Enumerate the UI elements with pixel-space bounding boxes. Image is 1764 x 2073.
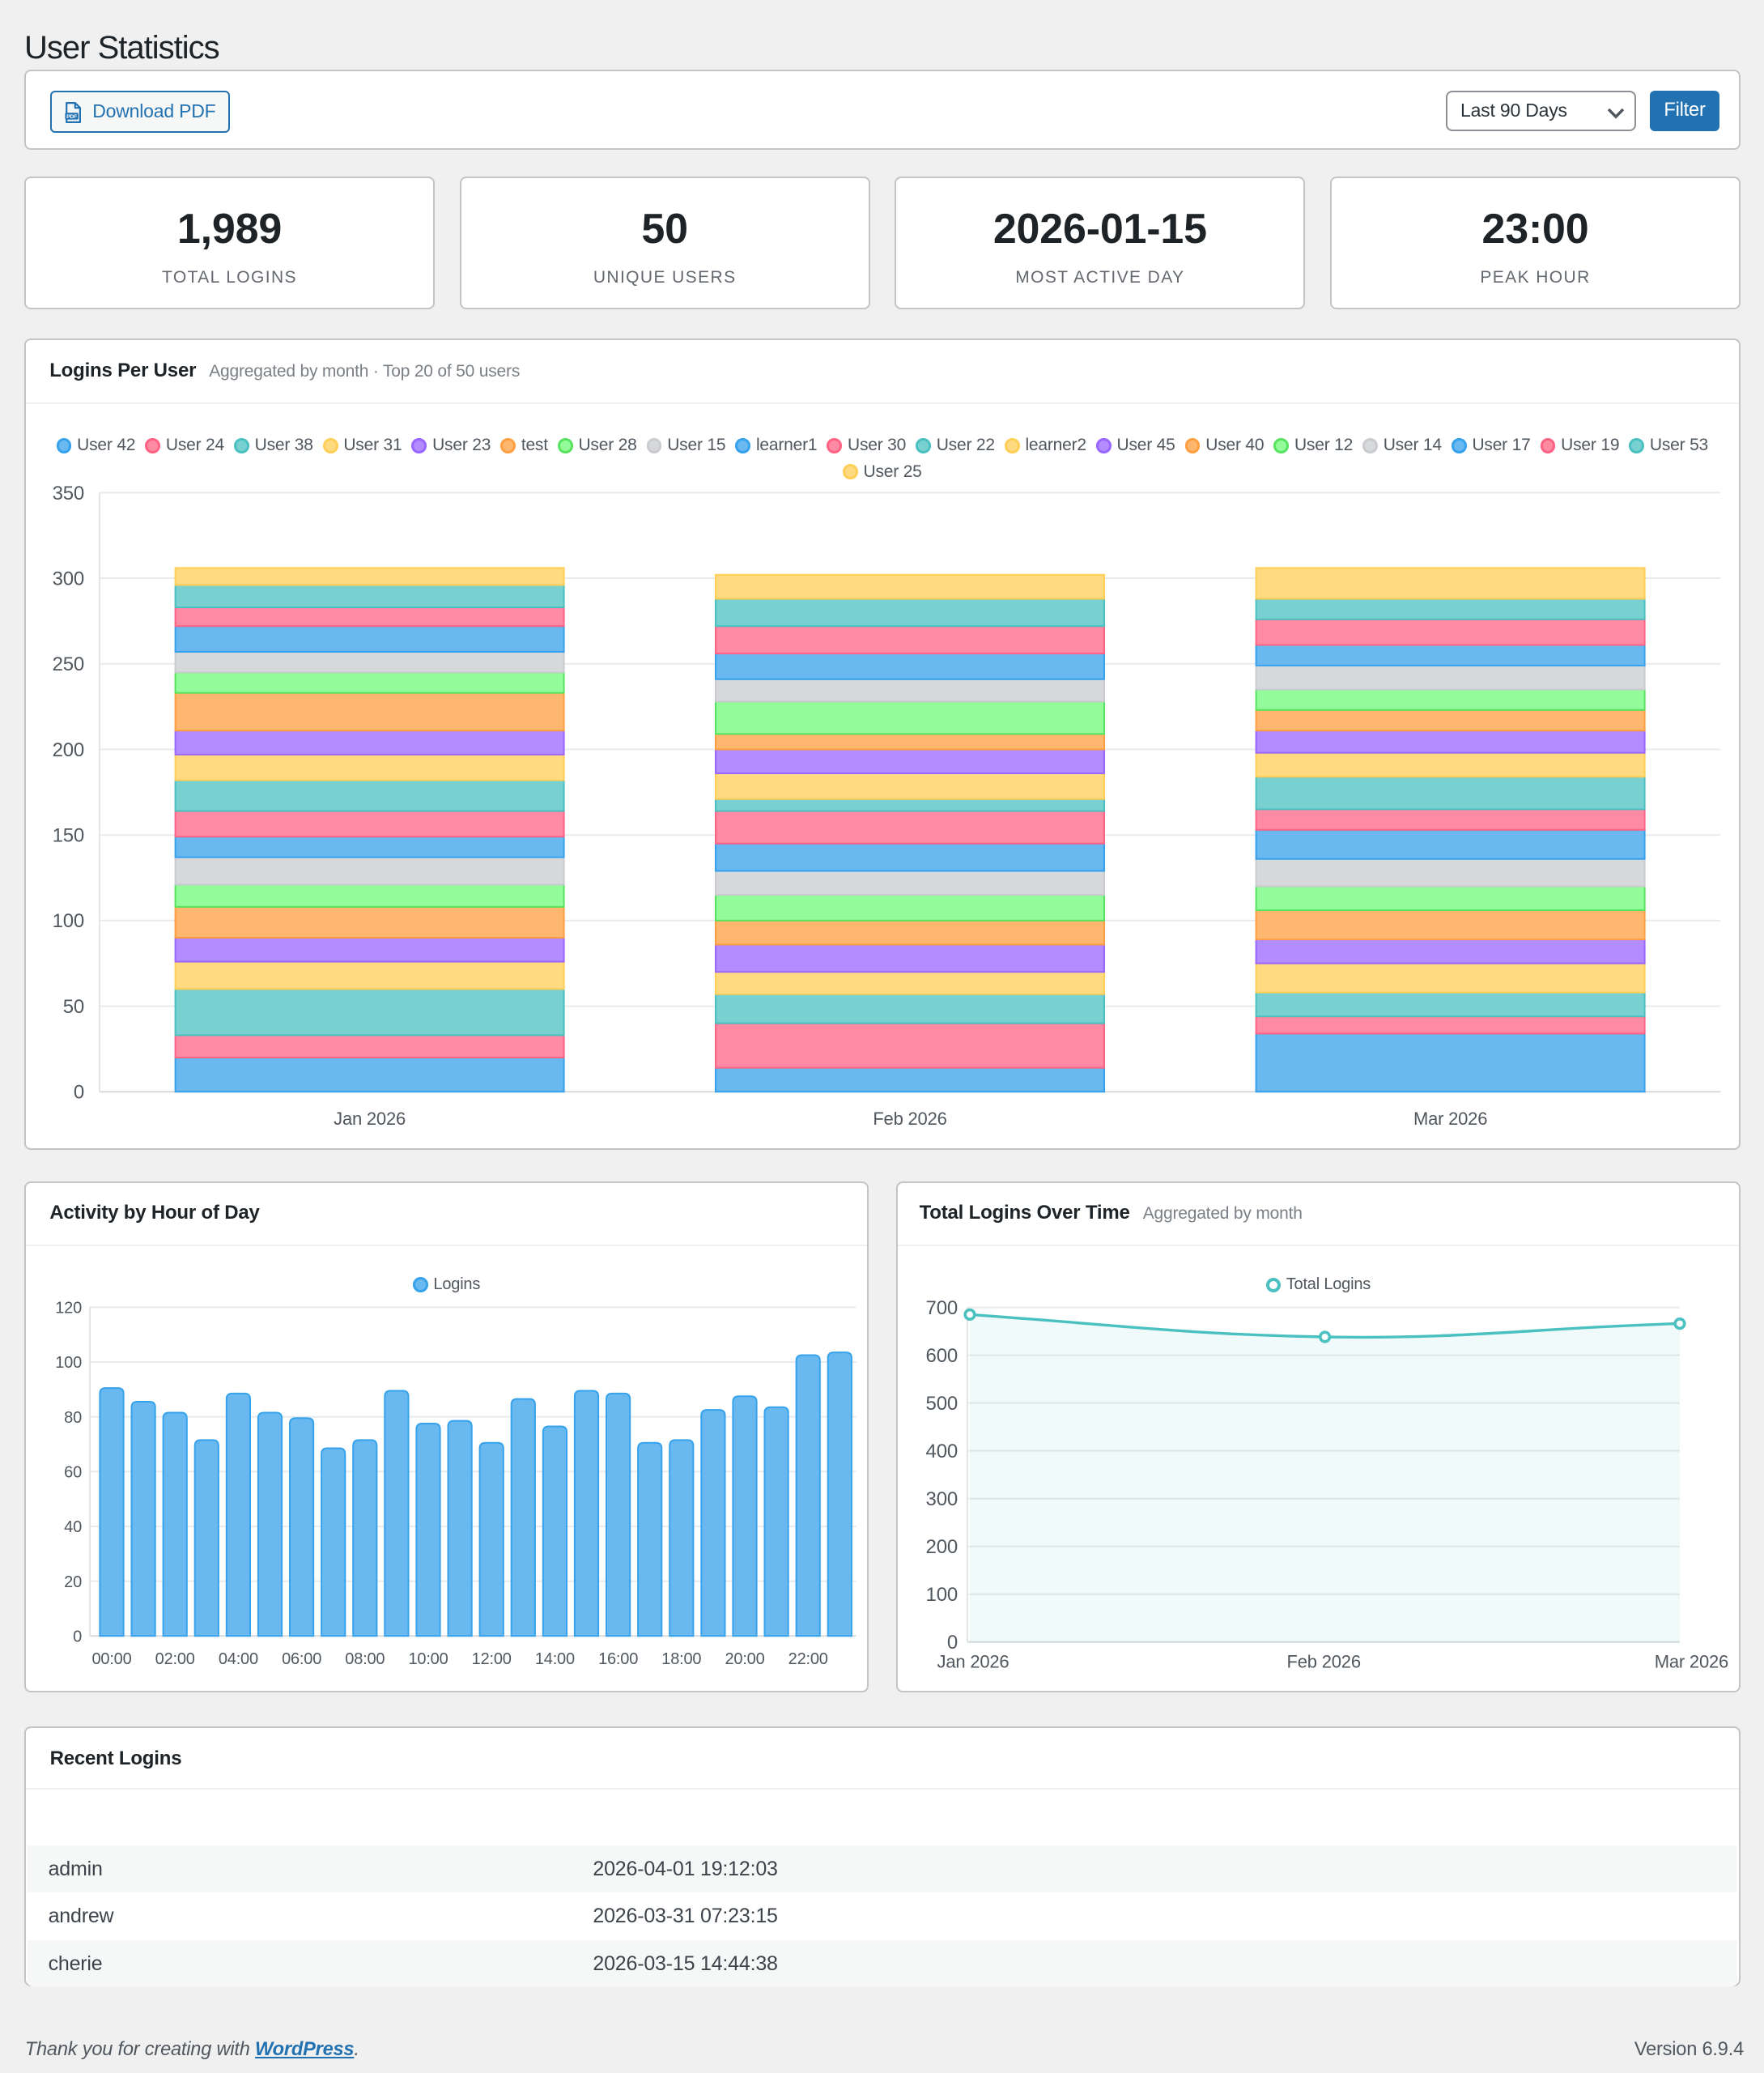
svg-text:12:00: 12:00 (472, 1651, 512, 1669)
svg-text:14:00: 14:00 (535, 1651, 575, 1669)
svg-text:100: 100 (53, 910, 84, 932)
svg-text:18:00: 18:00 (661, 1651, 701, 1669)
svg-text:300: 300 (53, 568, 84, 590)
svg-text:Jan 2026: Jan 2026 (937, 1652, 1010, 1672)
svg-text:600: 600 (926, 1345, 958, 1367)
svg-text:200: 200 (53, 739, 84, 760)
svg-text:04:00: 04:00 (219, 1651, 258, 1669)
svg-text:50: 50 (63, 996, 84, 1018)
svg-text:300: 300 (926, 1489, 958, 1511)
svg-text:700: 700 (926, 1297, 958, 1319)
svg-text:20: 20 (64, 1573, 82, 1591)
svg-text:PDF: PDF (66, 114, 77, 120)
svg-text:60: 60 (64, 1464, 82, 1482)
svg-text:200: 200 (926, 1537, 958, 1559)
svg-text:100: 100 (55, 1355, 82, 1373)
svg-text:Feb 2026: Feb 2026 (873, 1109, 946, 1129)
svg-text:Jan 2026: Jan 2026 (334, 1109, 406, 1129)
svg-text:06:00: 06:00 (282, 1651, 321, 1669)
svg-text:120: 120 (55, 1300, 82, 1317)
svg-text:0: 0 (947, 1632, 958, 1654)
svg-text:20:00: 20:00 (725, 1651, 764, 1669)
svg-text:10:00: 10:00 (408, 1651, 448, 1669)
svg-text:22:00: 22:00 (788, 1651, 828, 1669)
svg-text:150: 150 (53, 824, 84, 846)
svg-text:100: 100 (926, 1585, 958, 1607)
svg-text:02:00: 02:00 (155, 1651, 195, 1669)
svg-text:400: 400 (926, 1441, 958, 1462)
svg-text:350: 350 (53, 482, 84, 504)
svg-text:00:00: 00:00 (91, 1651, 131, 1669)
svg-text:Feb 2026: Feb 2026 (1287, 1652, 1361, 1672)
svg-text:0: 0 (74, 1081, 84, 1103)
svg-text:500: 500 (926, 1393, 958, 1415)
svg-text:Mar 2026: Mar 2026 (1655, 1652, 1728, 1672)
svg-text:16:00: 16:00 (598, 1651, 638, 1669)
svg-text:80: 80 (64, 1409, 82, 1427)
svg-text:250: 250 (53, 653, 84, 675)
svg-text:Mar 2026: Mar 2026 (1413, 1109, 1487, 1129)
svg-text:40: 40 (64, 1519, 82, 1537)
svg-text:0: 0 (73, 1628, 82, 1646)
svg-text:08:00: 08:00 (345, 1651, 385, 1669)
